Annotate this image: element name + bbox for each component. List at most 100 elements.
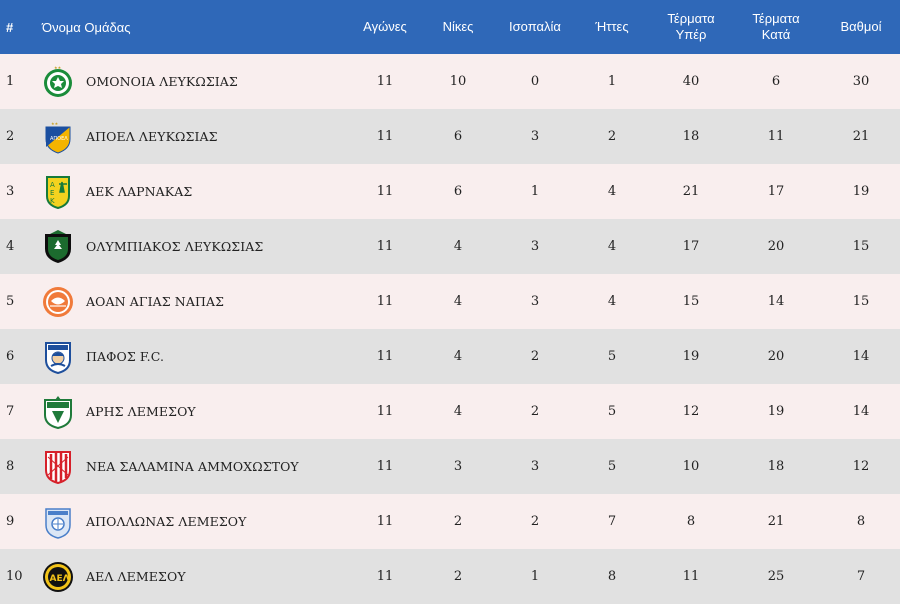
- cell-goals-for: 15: [682, 294, 700, 309]
- row-position: 10: [6, 569, 23, 584]
- row-team[interactable]: ΑΕΛ ΑΕΛ ΛΕΜΕΣΟΥ: [38, 559, 352, 595]
- table-row[interactable]: 8 ΝΕΑ ΣΑΛΑΜΙΝΑ ΑΜΜΟΧΩΣΤΟΥ 11 3 3 5 10 18…: [0, 439, 900, 494]
- team-name: ΑΠΟΛΛΩΝΑΣ ΛΕΜΕΣΟΥ: [86, 514, 247, 529]
- header-position: #: [6, 19, 14, 35]
- row-team[interactable]: ΑΡΗΣ ΛΕΜΕΣΟΥ: [38, 394, 352, 430]
- row-team[interactable]: ΑΟΑΝ ΑΓΙΑΣ ΝΑΠΑΣ: [38, 284, 352, 320]
- row-position: 8: [6, 459, 15, 474]
- row-team[interactable]: ΝΕΑ ΣΑΛΑΜΙΝΑ ΑΜΜΟΧΩΣΤΟΥ: [38, 449, 352, 485]
- cell-wins: 4: [453, 349, 463, 364]
- cell-points: 19: [852, 184, 870, 199]
- row-position: 5: [6, 294, 15, 309]
- svg-text:Α: Α: [50, 181, 55, 189]
- header-goals-for: Τέρματα Υπέρ: [667, 11, 715, 42]
- row-position: 1: [6, 74, 15, 89]
- table-header: # Όνομα Ομάδας Αγώνες Νίκες Ισοπαλία Ήττ…: [0, 0, 900, 54]
- cell-goals-against: 14: [767, 294, 785, 309]
- cell-goals-for: 19: [682, 349, 700, 364]
- cell-points: 7: [856, 569, 866, 584]
- table-row[interactable]: 5 ΑΟΑΝ ΑΓΙΑΣ ΝΑΠΑΣ 11 4 3 4 15 14 15: [0, 274, 900, 329]
- cell-points: 30: [852, 74, 870, 89]
- team-name: ΑΟΑΝ ΑΓΙΑΣ ΝΑΠΑΣ: [86, 294, 225, 309]
- cell-goals-against: 21: [767, 514, 785, 529]
- cell-points: 12: [852, 459, 870, 474]
- row-team[interactable]: ★★ ΑΠΟΕΛ ΑΠΟΕΛ ΛΕΥΚΩΣΙΑΣ: [38, 119, 352, 155]
- header-wins: Νίκες: [442, 19, 474, 34]
- cell-goals-against: 17: [767, 184, 785, 199]
- cell-draws: 0: [530, 74, 540, 89]
- cell-goals-against: 18: [767, 459, 785, 474]
- row-position: 6: [6, 349, 15, 364]
- cell-goals-against: 20: [767, 239, 785, 254]
- svg-text:ΑΠΟΕΛ: ΑΠΟΕΛ: [50, 136, 68, 142]
- row-team[interactable]: ΠΑΦΟΣ F.C.: [38, 339, 352, 375]
- cell-played: 11: [376, 239, 394, 254]
- cell-draws: 3: [530, 129, 540, 144]
- aoan-crest-icon: [43, 286, 73, 317]
- header-points: Βαθμοί: [840, 19, 882, 34]
- cell-wins: 3: [453, 459, 463, 474]
- cell-draws: 1: [530, 184, 540, 199]
- cell-played: 11: [376, 74, 394, 89]
- aek-crest-icon: Α Ε Κ: [46, 175, 70, 209]
- table-row[interactable]: 3 Α Ε Κ ΑΕΚ ΛΑΡΝΑΚΑΣ 11 6 1 4 21 17 19: [0, 164, 900, 219]
- row-position: 4: [6, 239, 15, 254]
- header-goals-against: Τέρματα Κατά: [752, 11, 800, 42]
- table-row[interactable]: 1 ★★ ΟΜΟΝΟΙΑ ΛΕΥΚΩΣΙΑΣ 11 10 0 1 40 6 30: [0, 54, 900, 109]
- header-team-name: Όνομα Ομάδας: [42, 19, 131, 35]
- svg-text:Κ: Κ: [50, 197, 55, 205]
- cell-wins: 2: [453, 514, 463, 529]
- cell-goals-for: 12: [682, 404, 700, 419]
- row-team[interactable]: ΑΠΟΛΛΩΝΑΣ ΛΕΜΕΣΟΥ: [38, 504, 352, 540]
- table-row[interactable]: 7 ΑΡΗΣ ΛΕΜΕΣΟΥ 11 4 2 5 12 19 14: [0, 384, 900, 439]
- cell-goals-for: 21: [682, 184, 700, 199]
- apoel-crest-icon: ★★ ΑΠΟΕΛ: [45, 121, 71, 154]
- cell-played: 11: [376, 294, 394, 309]
- cell-played: 11: [376, 349, 394, 364]
- row-team[interactable]: Α Ε Κ ΑΕΚ ΛΑΡΝΑΚΑΣ: [38, 174, 352, 210]
- cell-losses: 4: [607, 239, 617, 254]
- cell-draws: 2: [530, 514, 540, 529]
- row-team[interactable]: ΟΛΥΜΠΙΑΚΟΣ ΛΕΥΚΩΣΙΑΣ: [38, 229, 352, 265]
- cell-goals-against: 25: [767, 569, 785, 584]
- cell-goals-for: 10: [682, 459, 700, 474]
- cell-goals-for: 40: [682, 74, 700, 89]
- team-name: ΝΕΑ ΣΑΛΑΜΙΝΑ ΑΜΜΟΧΩΣΤΟΥ: [86, 459, 299, 474]
- cell-wins: 2: [453, 569, 463, 584]
- cell-losses: 4: [607, 294, 617, 309]
- cell-draws: 1: [530, 569, 540, 584]
- cell-points: 15: [852, 294, 870, 309]
- header-losses: Ήττες: [595, 19, 629, 34]
- team-name: ΑΠΟΕΛ ΛΕΥΚΩΣΙΑΣ: [86, 129, 218, 144]
- pafos-crest-icon: [45, 341, 71, 374]
- apollon-crest-icon: [45, 507, 71, 539]
- cell-points: 8: [856, 514, 866, 529]
- cell-goals-against: 19: [767, 404, 785, 419]
- cell-goals-for: 18: [682, 129, 700, 144]
- cell-goals-for: 17: [682, 239, 700, 254]
- svg-text:ΑΕΛ: ΑΕΛ: [50, 574, 70, 584]
- cell-points: 15: [852, 239, 870, 254]
- row-team[interactable]: ★★ ΟΜΟΝΟΙΑ ΛΕΥΚΩΣΙΑΣ: [38, 64, 352, 100]
- cell-losses: 1: [607, 74, 617, 89]
- svg-text:★★: ★★: [51, 121, 59, 126]
- cell-played: 11: [376, 514, 394, 529]
- table-row[interactable]: 2 ★★ ΑΠΟΕΛ ΑΠΟΕΛ ΛΕΥΚΩΣΙΑΣ 11 6 3 2 18 1…: [0, 109, 900, 164]
- cell-goals-against: 6: [771, 74, 781, 89]
- table-row[interactable]: 9 ΑΠΟΛΛΩΝΑΣ ΛΕΜΕΣΟΥ 11 2 2 7 8 21 8: [0, 494, 900, 549]
- table-row[interactable]: 10 ΑΕΛ ΑΕΛ ΛΕΜΕΣΟΥ 11 2 1 8 11 25 7: [0, 549, 900, 604]
- table-row[interactable]: 4 ΟΛΥΜΠΙΑΚΟΣ ΛΕΥΚΩΣΙΑΣ 11 4 3 4 17 20 15: [0, 219, 900, 274]
- row-position: 2: [6, 129, 15, 144]
- cell-goals-against: 20: [767, 349, 785, 364]
- team-name: ΑΡΗΣ ΛΕΜΕΣΟΥ: [86, 404, 196, 419]
- team-name: ΟΛΥΜΠΙΑΚΟΣ ΛΕΥΚΩΣΙΑΣ: [86, 239, 264, 254]
- row-position: 9: [6, 514, 15, 529]
- cell-wins: 10: [449, 74, 467, 89]
- cell-draws: 2: [530, 349, 540, 364]
- cell-played: 11: [376, 569, 394, 584]
- cell-goals-for: 11: [682, 569, 700, 584]
- cell-draws: 3: [530, 239, 540, 254]
- aris-crest-icon: [44, 395, 72, 429]
- cell-wins: 4: [453, 294, 463, 309]
- table-row[interactable]: 6 ΠΑΦΟΣ F.C. 11 4 2 5 19 20 14: [0, 329, 900, 384]
